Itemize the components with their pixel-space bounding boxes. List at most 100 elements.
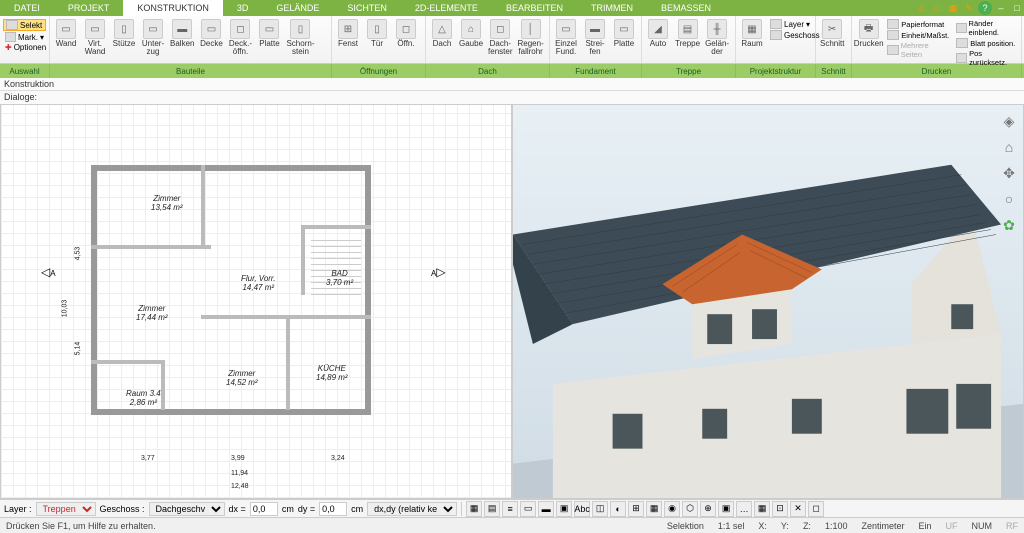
tab-2d[interactable]: 2D-ELEMENTE <box>401 0 492 16</box>
tab-konstruktion[interactable]: KONSTRUKTION <box>123 0 223 16</box>
raender-button[interactable]: Ränder einblend. <box>954 19 1018 37</box>
bauteile-button[interactable]: ▭Platte <box>255 18 283 63</box>
titlebar-icon[interactable]: ⌂ <box>914 1 928 15</box>
tab-gelaende[interactable]: GELÄNDE <box>262 0 333 16</box>
blatt-button[interactable]: Blatt position. <box>954 38 1018 48</box>
fundament-button[interactable]: ▭Einzel Fund. <box>552 18 580 63</box>
home-tool-icon[interactable]: ⌂ <box>999 137 1019 157</box>
dy-input[interactable] <box>319 502 347 516</box>
treppe-button[interactable]: ◢Auto <box>644 18 672 63</box>
group-bauteile: ▭Wand▭Virt. Wand▯Stütze▭Unter- zug▬Balke… <box>50 16 332 63</box>
toolbar-icon[interactable]: ▦ <box>466 501 482 517</box>
treppe-button[interactable]: ▤Treppe <box>673 18 702 63</box>
toolbar-icon[interactable]: ✕ <box>790 501 806 517</box>
tree-tool-icon[interactable]: ✿ <box>999 215 1019 235</box>
bauteile-button[interactable]: ▯Stütze <box>110 18 138 63</box>
toolbar-icon[interactable]: ≡ <box>502 501 518 517</box>
bauteile-button[interactable]: ◻Deck.- öffn. <box>226 18 254 63</box>
drucken-button[interactable]: 🖶Drucken <box>854 18 883 68</box>
toolbar-icon[interactable]: ⊕ <box>700 501 716 517</box>
oeffnungen-button[interactable]: ⊞Fenst <box>334 18 362 63</box>
toolbar-icon[interactable]: ⬡ <box>682 501 698 517</box>
toolbar-icon[interactable]: ◐ <box>610 501 626 517</box>
tab-3d[interactable]: 3D <box>223 0 263 16</box>
bauteile-button[interactable]: ▭Virt. Wand <box>81 18 109 63</box>
mehrere-button[interactable]: Mehrere Seiten <box>885 41 951 59</box>
toolbar-icon[interactable]: … <box>736 501 752 517</box>
toolbar-icon[interactable]: ◻ <box>808 501 824 517</box>
bauteile-button[interactable]: ▬Balken <box>168 18 196 63</box>
tab-datei[interactable]: DATEI <box>0 0 54 16</box>
toolbar-icon[interactable]: ▦ <box>754 501 770 517</box>
toolbar-icon[interactable]: ⊡ <box>772 501 788 517</box>
group-projekt: ▦Raum Layer▾ Geschoss▾ <box>736 16 816 63</box>
3d-view[interactable]: ◈ ⌂ ✥ ○ ✿ <box>512 104 1024 499</box>
bauteile-button[interactable]: ▭Unter- zug <box>139 18 167 63</box>
raum-button[interactable]: ▦Raum <box>738 18 766 63</box>
geschoss-select[interactable]: Dachgeschv <box>149 502 225 516</box>
bauteile-button[interactable]: ▭Wand <box>52 18 80 63</box>
dx-input[interactable] <box>250 502 278 516</box>
relativ-select[interactable]: dx,dy (relativ ke <box>367 502 457 516</box>
tab-trimmen[interactable]: TRIMMEN <box>577 0 647 16</box>
bauteile-button[interactable]: ▯Schorn- stein <box>284 18 316 63</box>
dach-button[interactable]: │Regen- fallrohr <box>516 18 546 63</box>
page-icon <box>887 19 899 29</box>
toolbar-icon[interactable]: ▦ <box>646 501 662 517</box>
titlebar-icon[interactable]: ▦ <box>946 1 960 15</box>
toolbar-icon[interactable]: ▤ <box>484 501 500 517</box>
layers-tool-icon[interactable]: ◈ <box>999 111 1019 131</box>
help-icon[interactable]: ? <box>978 1 992 15</box>
toolbar-icon[interactable]: ▭ <box>520 501 536 517</box>
tab-bearbeiten[interactable]: BEARBEITEN <box>492 0 577 16</box>
oeffnungen-button[interactable]: ◻Öffn. <box>392 18 420 63</box>
schnitt-button[interactable]: ✂Schnitt <box>818 18 846 63</box>
restore-icon[interactable]: □ <box>1010 1 1024 15</box>
minimize-icon[interactable]: – <box>994 1 1008 15</box>
status-ratio: 1:1 sel <box>718 521 745 531</box>
view-tools: ◈ ⌂ ✥ ○ ✿ <box>999 111 1021 235</box>
toolbar-icon[interactable]: ◫ <box>592 501 608 517</box>
dach-button[interactable]: ⌂Gaube <box>457 18 485 63</box>
dimension: 12,48 <box>231 483 249 490</box>
plan-view[interactable]: Zimmer13,54 m²Zimmer17,44 m²Flur, Vorr.1… <box>0 104 512 499</box>
toolbar-icon[interactable]: ▣ <box>718 501 734 517</box>
breadcrumb: Konstruktion <box>0 78 1024 91</box>
fundament-button[interactable]: ▬Strei- fen <box>581 18 609 63</box>
tab-bemassen[interactable]: BEMASSEN <box>647 0 725 16</box>
dach-button[interactable]: △Dach <box>428 18 456 63</box>
ribbon: Selekt Mark.▾ ✚Optionen ▭Wand▭Virt. Wand… <box>0 16 1024 64</box>
papierformat-button[interactable]: Papierformat <box>885 19 951 29</box>
orbit-tool-icon[interactable]: ○ <box>999 189 1019 209</box>
tab-projekt[interactable]: PROJEKT <box>54 0 124 16</box>
fundament-button[interactable]: ▭Platte <box>610 18 638 63</box>
titlebar-icon[interactable]: ✎ <box>962 1 976 15</box>
group-label: Schnitt <box>816 64 852 78</box>
move-tool-icon[interactable]: ✥ <box>999 163 1019 183</box>
dimension: 10,03 <box>61 300 68 318</box>
dach-button[interactable]: ◻Dach- fenster <box>486 18 514 63</box>
group-labels: AuswahlBauteileÖffnungenDachFundamentTre… <box>0 64 1024 78</box>
geschoss-label: Geschoss : <box>100 504 145 514</box>
mark-button[interactable]: Mark.▾ <box>3 32 46 42</box>
toolbar-icon[interactable]: ▬ <box>538 501 554 517</box>
toolbar-icon[interactable]: Abc <box>574 501 590 517</box>
bauteile-icon: ▯ <box>114 19 134 39</box>
treppe-button[interactable]: ╫Gelän- der <box>703 18 731 63</box>
bauteile-button[interactable]: ▭Decke <box>197 18 225 63</box>
layer-select[interactable]: Treppen <box>36 502 96 516</box>
treppe-icon: ╫ <box>707 19 727 39</box>
toolbar-icon[interactable]: ⊞ <box>628 501 644 517</box>
optionen-button[interactable]: ✚Optionen <box>3 43 46 52</box>
titlebar-icon[interactable]: □ <box>930 1 944 15</box>
menubar: DATEI PROJEKT KONSTRUKTION 3D GELÄNDE SI… <box>0 0 1024 16</box>
toolbar-icon[interactable]: ◉ <box>664 501 680 517</box>
toolbar-icon[interactable]: ▣ <box>556 501 572 517</box>
oeffnungen-button[interactable]: ▯Tür <box>363 18 391 63</box>
selekt-button[interactable]: Selekt <box>3 19 46 31</box>
room-label: Zimmer17,44 m² <box>136 305 168 323</box>
oeffnungen-icon: ◻ <box>396 19 416 39</box>
group-label: Drucken <box>852 64 1022 78</box>
einheit-button[interactable]: Einheit/Maßst. <box>885 30 951 40</box>
tab-sichten[interactable]: SICHTEN <box>333 0 401 16</box>
